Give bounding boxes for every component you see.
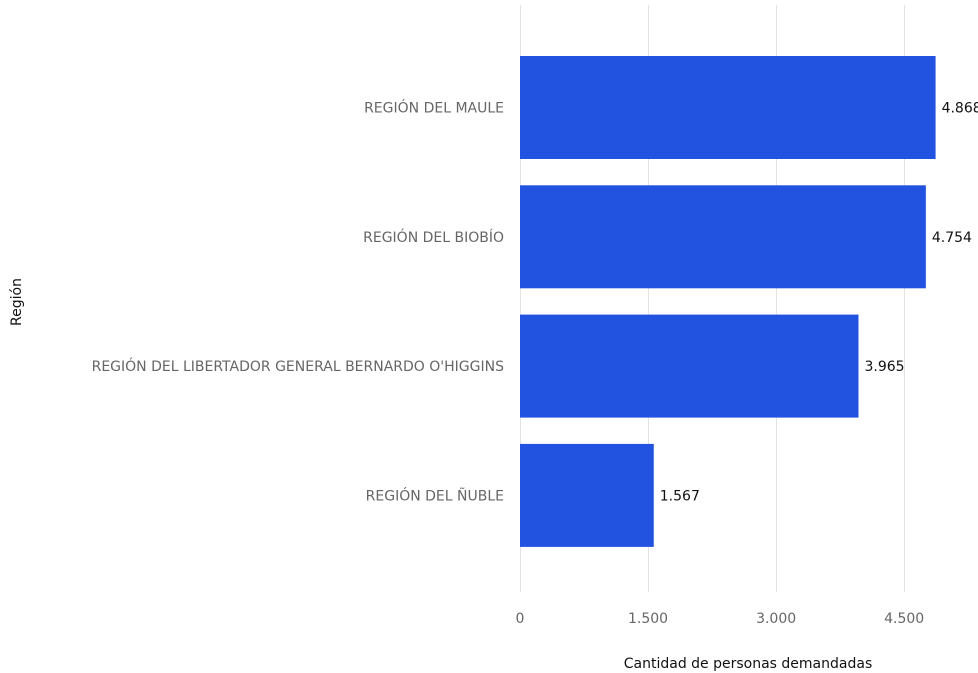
category-label: REGIÓN DEL ÑUBLE (366, 486, 504, 504)
category-label: REGIÓN DEL BIOBÍO (363, 228, 504, 246)
data-label: 4.868 (942, 101, 978, 117)
data-label: 3.965 (864, 359, 904, 375)
category-labels: REGIÓN DEL MAULE REGIÓN DEL BIOBÍO REGIÓN … (92, 99, 505, 505)
bars (520, 56, 936, 547)
bar (520, 56, 936, 159)
x-tick-label: 1.500 (628, 611, 668, 627)
category-label: REGIÓN DEL MAULE (364, 99, 504, 117)
bar (520, 185, 926, 289)
bar (520, 443, 654, 547)
x-tick-labels: 0 1.500 3.000 4.500 (516, 611, 925, 627)
data-label: 1.567 (660, 488, 700, 504)
x-tick-label: 4.500 (884, 611, 924, 627)
bar (520, 314, 859, 418)
value-labels: 4.868 4.754 3.965 1.567 (660, 101, 978, 505)
y-axis-title: Región (9, 278, 25, 326)
x-axis-title: Cantidad de personas demandadas (624, 656, 873, 672)
x-tick-label: 0 (516, 611, 525, 627)
x-tick-label: 3.000 (756, 611, 796, 627)
category-label: REGIÓN DEL LIBERTADOR GENERAL BERNARDO O… (92, 357, 505, 375)
data-label: 4.754 (932, 230, 972, 246)
